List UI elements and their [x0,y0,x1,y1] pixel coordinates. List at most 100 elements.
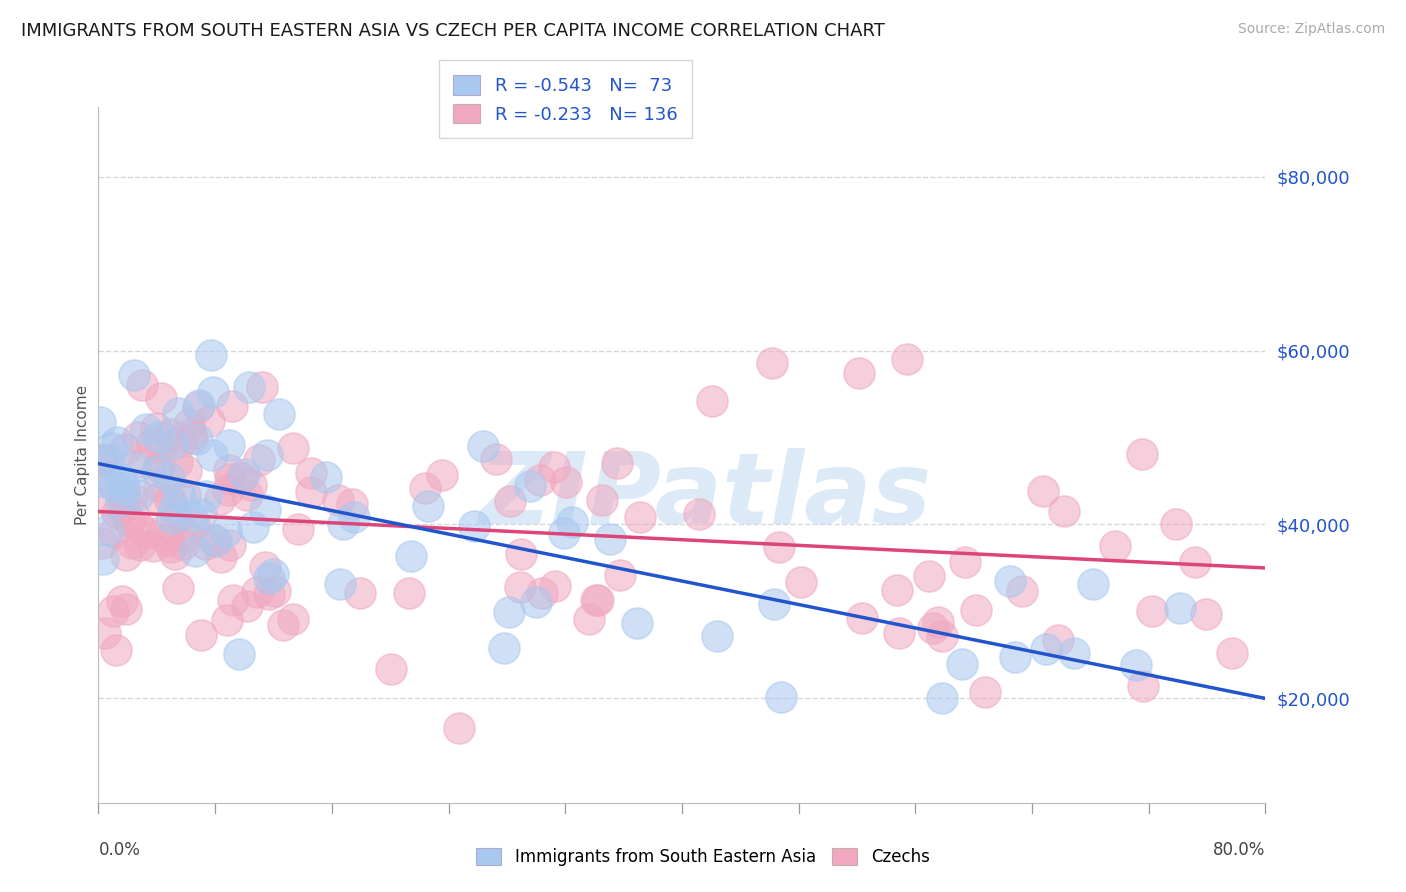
Point [763,597,786,611]
Text: ZIPatlas: ZIPatlas [478,448,932,545]
Point [156,533,179,548]
Point [628,510,651,524]
Point [103,605,125,619]
Point [194,489,217,503]
Point [1011,584,1033,599]
Point [145,420,167,434]
Point [219,538,242,552]
Point [973,685,995,699]
Point [768,540,790,554]
Point [90,475,112,489]
Point [770,690,793,704]
Point [498,605,520,619]
Point [98,493,121,508]
Point [706,629,728,643]
Point [246,585,269,599]
Point [1195,607,1218,622]
Point [591,493,613,508]
Point [1053,504,1076,518]
Point [472,439,495,453]
Point [485,451,508,466]
Point [114,489,136,503]
Point [529,474,551,488]
Point [124,460,146,475]
Point [148,458,170,473]
Point [174,464,197,478]
Point [111,594,134,608]
Point [917,569,939,583]
Point [848,366,870,380]
Point [105,434,128,449]
Point [449,721,471,735]
Point [184,544,207,558]
Point [159,426,181,441]
Point [524,595,547,609]
Point [110,472,132,486]
Point [233,467,256,481]
Point [432,467,454,482]
Point [349,586,371,600]
Point [606,456,628,470]
Point [127,488,149,502]
Point [166,455,188,469]
Point [259,570,281,584]
Point [120,491,142,505]
Point [332,517,354,532]
Point [141,540,163,554]
Point [531,585,554,599]
Point [252,380,274,394]
Legend: R = -0.543   N=  73, R = -0.233   N= 136: R = -0.543 N= 73, R = -0.233 N= 136 [439,61,692,138]
Point [702,394,724,409]
Point [181,510,204,524]
Point [165,512,187,526]
Point [145,464,167,478]
Point [1035,641,1057,656]
Point [931,629,953,643]
Point [253,560,276,574]
Point [205,534,228,549]
Point [219,472,242,486]
Point [254,502,277,516]
Point [215,524,238,538]
Point [198,414,221,428]
Point [115,549,138,563]
Point [201,448,224,462]
Point [167,581,190,595]
Point [97,524,120,538]
Text: 80.0%: 80.0% [1213,841,1265,859]
Point [127,430,149,444]
Point [599,532,621,546]
Point [157,471,180,485]
Legend: Immigrants from South Eastern Asia, Czechs: Immigrants from South Eastern Asia, Czec… [468,840,938,875]
Point [1046,633,1069,648]
Point [90,452,112,467]
Point [1142,604,1164,618]
Point [112,481,135,495]
Point [160,510,183,524]
Point [790,575,813,590]
Point [110,493,132,508]
Point [342,509,364,524]
Point [543,459,565,474]
Point [1083,577,1105,591]
Point [1130,447,1153,461]
Point [998,574,1021,588]
Point [236,487,259,501]
Point [114,602,136,616]
Point [922,621,945,635]
Point [150,524,173,538]
Point [340,497,363,511]
Point [544,579,567,593]
Point [262,566,284,581]
Point [222,593,245,607]
Point [401,549,423,563]
Point [94,469,117,483]
Point [221,399,243,413]
Point [104,643,127,657]
Point [329,577,352,591]
Point [141,437,163,451]
Point [851,611,873,625]
Point [1184,555,1206,569]
Point [105,506,128,520]
Point [200,348,222,362]
